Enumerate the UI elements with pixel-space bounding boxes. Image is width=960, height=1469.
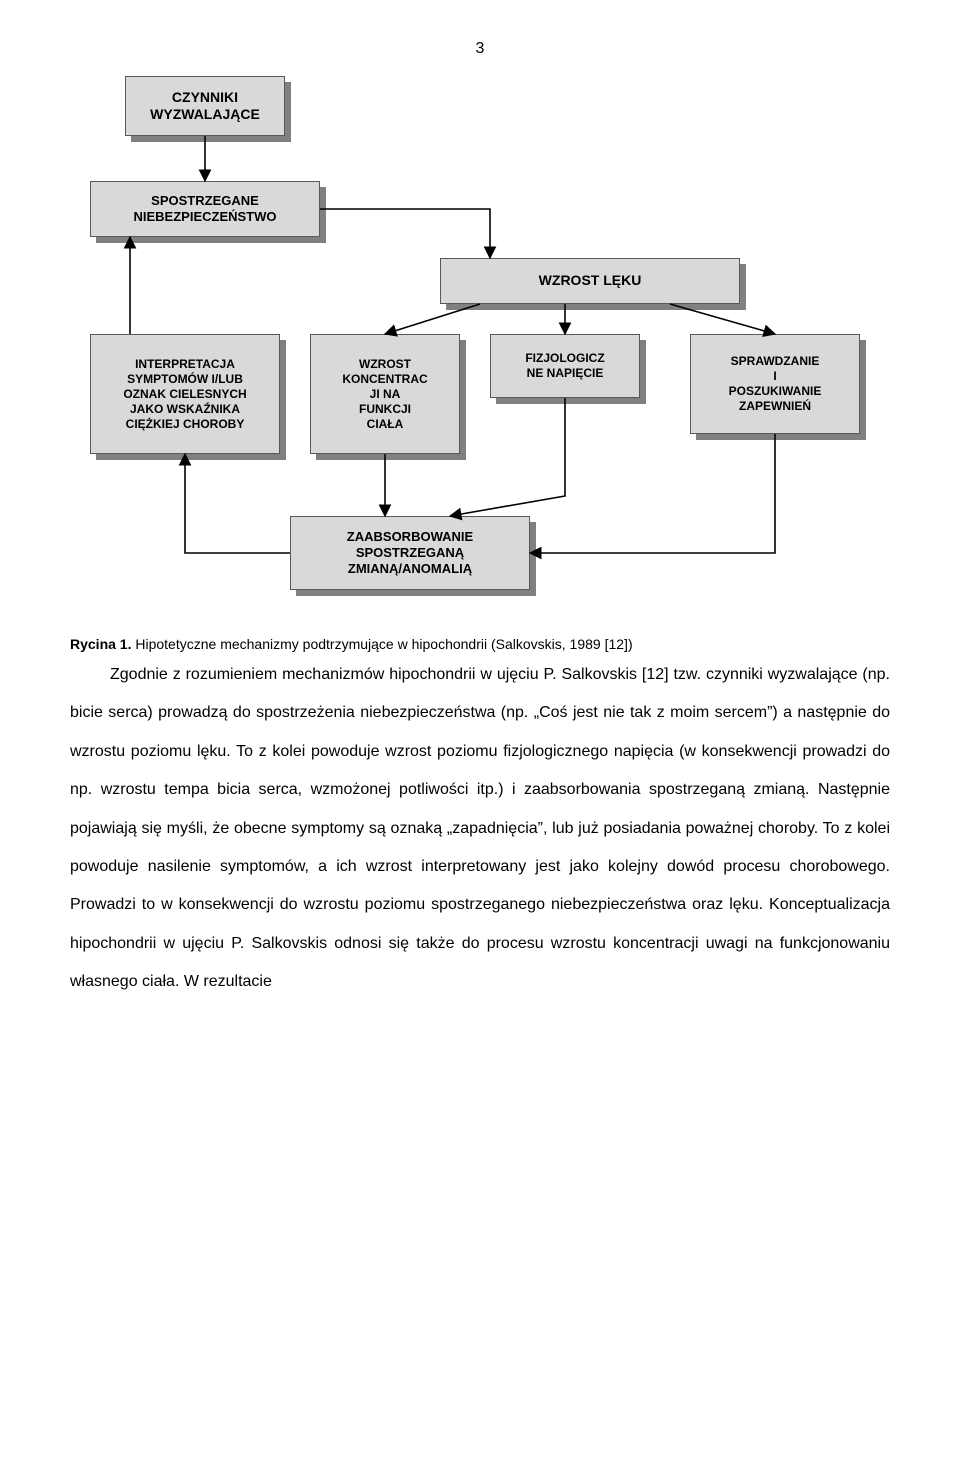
flowchart-node-danger: SPOSTRZEGANE NIEBEZPIECZEŃSTWO — [90, 181, 326, 243]
figure-label: Rycina 1. — [70, 636, 131, 652]
flowchart-node-label: CZYNNIKI WYZWALAJĄCE — [125, 76, 285, 136]
flowchart-node-label: WZROST KONCENTRAC JI NA FUNKCJI CIAŁA — [310, 334, 460, 454]
flowchart-diagram: CZYNNIKI WYZWALAJĄCE SPOSTRZEGANE NIEBEZP… — [70, 76, 890, 616]
flowchart-node-trigger: CZYNNIKI WYZWALAJĄCE — [125, 76, 291, 142]
flowchart-node-label: INTERPRETACJA SYMPTOMÓW I/LUB OZNAK CIEL… — [90, 334, 280, 454]
flowchart-node-label: FIZJOLOGICZ NE NAPIĘCIE — [490, 334, 640, 398]
flowchart-node-label: ZAABSORBOWANIE SPOSTRZEGANĄ ZMIANĄ/ANOMA… — [290, 516, 530, 590]
flowchart-node-label: SPOSTRZEGANE NIEBEZPIECZEŃSTWO — [90, 181, 320, 237]
page-number: 3 — [70, 40, 890, 58]
flowchart-edge — [530, 434, 775, 553]
flowchart-edge — [320, 209, 490, 258]
flowchart-node-interpret: INTERPRETACJA SYMPTOMÓW I/LUB OZNAK CIEL… — [90, 334, 286, 460]
body-paragraph: Zgodnie z rozumieniem mechanizmów hipoch… — [70, 656, 890, 1002]
figure-caption: Rycina 1. Hipotetyczne mechanizmy podtrz… — [70, 636, 890, 652]
flowchart-edge — [450, 398, 565, 516]
flowchart-node-label: WZROST LĘKU — [440, 258, 740, 304]
flowchart-node-focus: WZROST KONCENTRAC JI NA FUNKCJI CIAŁA — [310, 334, 466, 460]
body-text: Zgodnie z rozumieniem mechanizmów hipoch… — [70, 656, 890, 1002]
figure-caption-text: Hipotetyczne mechanizmy podtrzymujące w … — [131, 636, 632, 652]
flowchart-node-check: SPRAWDZANIE I POSZUKIWANIE ZAPEWNIEŃ — [690, 334, 866, 440]
flowchart-node-physio: FIZJOLOGICZ NE NAPIĘCIE — [490, 334, 646, 404]
flowchart-node-label: SPRAWDZANIE I POSZUKIWANIE ZAPEWNIEŃ — [690, 334, 860, 434]
flowchart-node-anxiety: WZROST LĘKU — [440, 258, 746, 310]
flowchart-node-absorb: ZAABSORBOWANIE SPOSTRZEGANĄ ZMIANĄ/ANOMA… — [290, 516, 536, 596]
flowchart-edge — [185, 454, 290, 553]
